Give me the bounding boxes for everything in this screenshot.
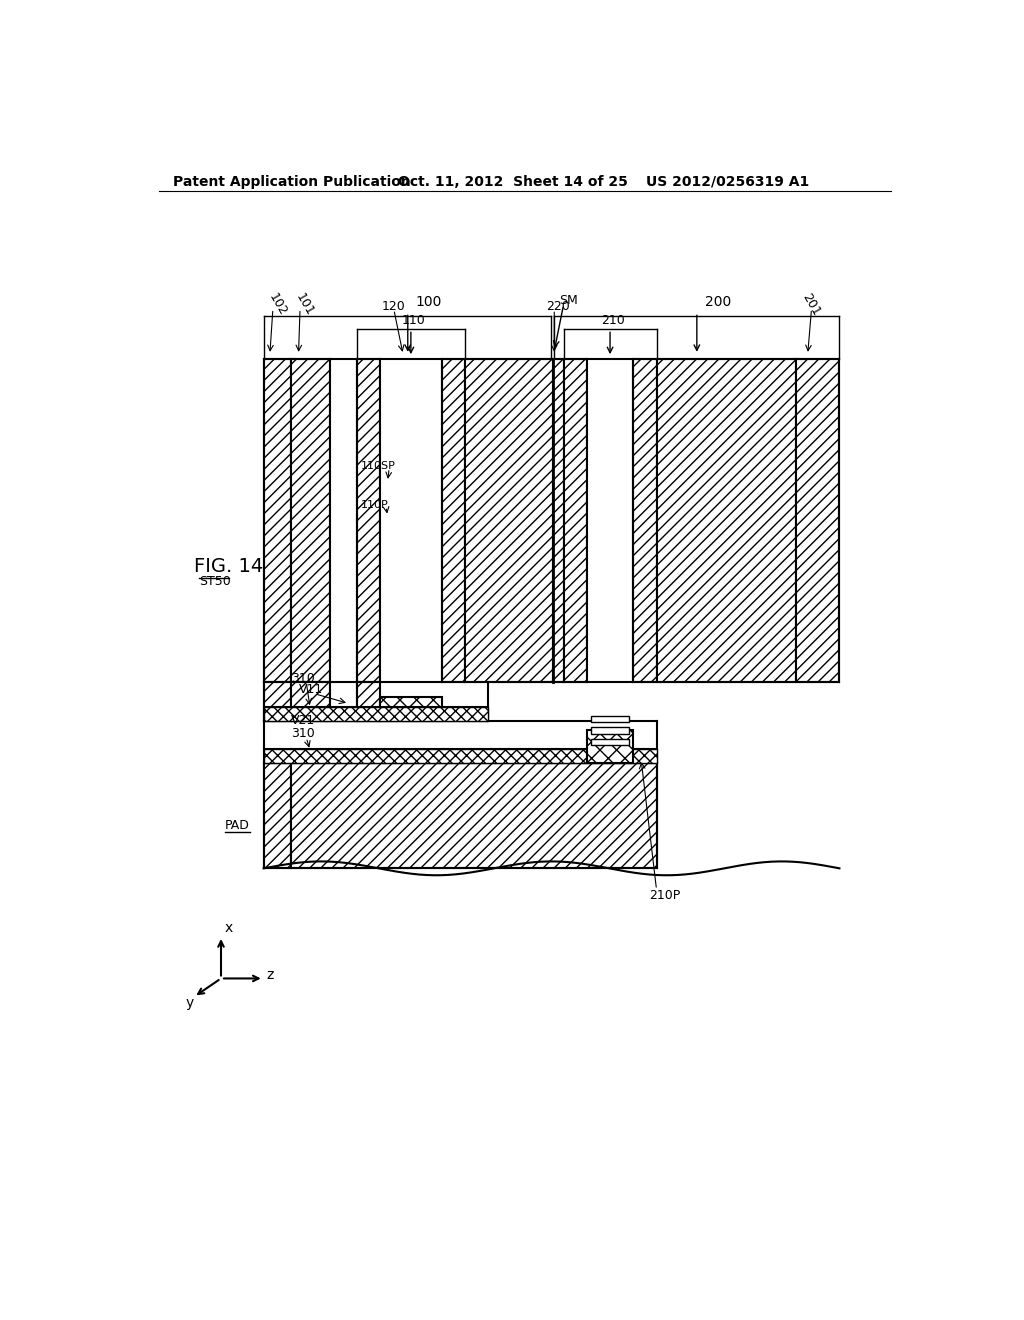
Bar (442, 359, 465, 682)
Bar (591, 727, 630, 734)
Text: 110: 110 (401, 314, 425, 326)
Text: 110P: 110P (360, 500, 388, 510)
Text: 201: 201 (800, 292, 823, 318)
Bar (291, 682, 330, 721)
Bar (263, 359, 291, 682)
Bar (380, 359, 442, 682)
Bar (330, 682, 356, 721)
Bar (263, 763, 291, 869)
Text: V11: V11 (299, 684, 323, 696)
Text: 100: 100 (416, 296, 442, 309)
Text: FIG. 14: FIG. 14 (194, 557, 263, 576)
Bar (263, 748, 656, 763)
Bar (465, 359, 553, 682)
Text: x: x (224, 921, 232, 936)
Bar (330, 359, 356, 682)
Text: 110SP: 110SP (360, 462, 395, 471)
Text: US 2012/0256319 A1: US 2012/0256319 A1 (646, 174, 809, 189)
Bar (291, 359, 330, 682)
Bar (796, 359, 840, 682)
Text: 220: 220 (547, 300, 570, 313)
Text: V21: V21 (291, 714, 315, 727)
Text: 102: 102 (266, 292, 289, 318)
Bar (356, 359, 380, 682)
Text: y: y (185, 997, 194, 1010)
Bar (263, 748, 656, 763)
Bar (356, 682, 380, 721)
Text: SM: SM (559, 294, 578, 308)
Bar (263, 682, 291, 721)
Text: 310: 310 (291, 672, 314, 685)
Text: 310: 310 (291, 727, 314, 741)
Bar (263, 706, 488, 721)
Bar (380, 697, 442, 721)
Text: ST50: ST50 (200, 576, 231, 589)
Text: 120: 120 (381, 300, 406, 313)
Bar (263, 706, 488, 721)
Bar (291, 763, 656, 869)
Bar (553, 359, 563, 682)
Bar (563, 359, 587, 682)
Text: 101: 101 (293, 292, 316, 318)
Bar (633, 359, 656, 682)
Text: PAD: PAD (225, 820, 250, 833)
Text: 200: 200 (705, 296, 731, 309)
Bar (656, 359, 796, 682)
Text: 210: 210 (601, 314, 625, 326)
Bar (587, 359, 633, 682)
Text: Oct. 11, 2012  Sheet 14 of 25: Oct. 11, 2012 Sheet 14 of 25 (397, 174, 628, 189)
Bar (591, 739, 630, 744)
Text: Patent Application Publication: Patent Application Publication (173, 174, 411, 189)
Bar (587, 730, 633, 763)
Bar (591, 715, 630, 722)
Text: 210P: 210P (649, 888, 680, 902)
Text: z: z (266, 968, 274, 982)
